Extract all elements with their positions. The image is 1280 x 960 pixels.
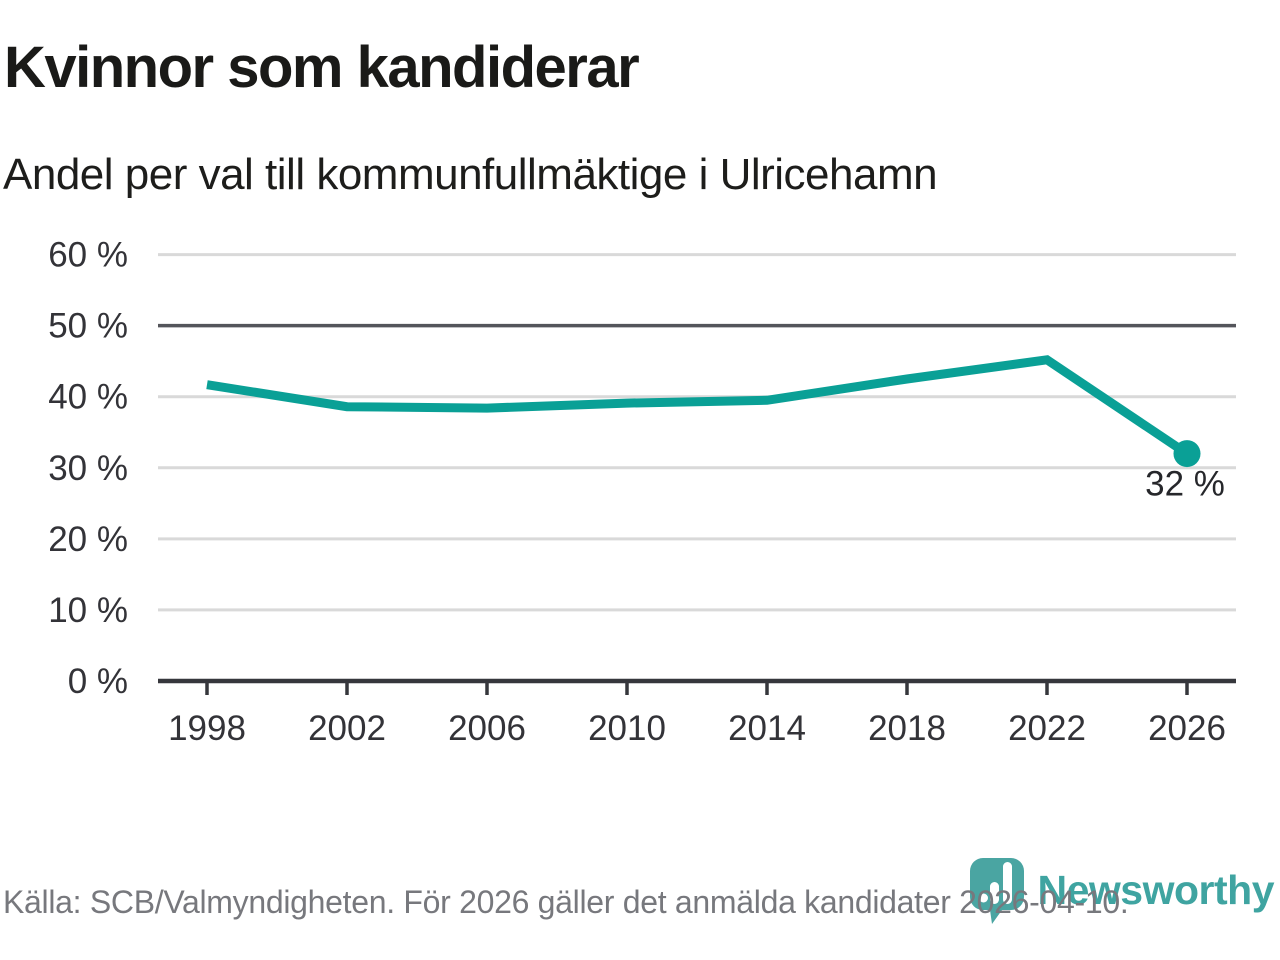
line-chart: 0 % 10 % 20 % 30 % 40 % 50 % 60 % 1998 2002 2006 2… bbox=[48, 236, 1236, 748]
newsworthy-logo: Newsworthy bbox=[969, 858, 1275, 930]
x-axis-label: 2026 bbox=[1148, 709, 1226, 748]
y-axis-label: 10 % bbox=[48, 591, 128, 630]
x-axis-label: 2010 bbox=[588, 709, 666, 748]
x-axis-label: 2006 bbox=[448, 709, 526, 748]
x-axis-label: 2022 bbox=[1008, 709, 1086, 748]
last-value-label: 32 % bbox=[1145, 465, 1225, 504]
x-axis-label: 2014 bbox=[728, 709, 806, 748]
data-line bbox=[206, 355, 1190, 458]
y-axis-label: 30 % bbox=[48, 449, 128, 488]
x-axis-label: 2002 bbox=[308, 709, 386, 748]
newsworthy-logo-icon bbox=[969, 858, 1024, 924]
y-axis-label: 0 % bbox=[68, 662, 128, 701]
y-axis-label: 60 % bbox=[48, 236, 128, 275]
chart-title: Kvinnor som kandiderar bbox=[4, 35, 640, 100]
x-axis-label: 1998 bbox=[168, 709, 246, 748]
chart-plot-area: 0 % 10 % 20 % 30 % 40 % 50 % 60 % 1998 2002 2006 2… bbox=[0, 230, 1280, 770]
newsworthy-logo-text: Newsworthy bbox=[1037, 867, 1275, 913]
data-point-marker bbox=[1173, 440, 1201, 468]
y-axis-label: 40 % bbox=[48, 378, 128, 417]
chart-subtitle: Andel per val till kommunfullmäktige i U… bbox=[3, 150, 938, 199]
y-axis-label: 20 % bbox=[48, 520, 128, 559]
source-note: Källa: SCB/Valmyndigheten. För 2026 gäll… bbox=[3, 884, 1129, 920]
x-axis-label: 2018 bbox=[868, 709, 946, 748]
y-axis-label: 50 % bbox=[48, 307, 128, 346]
